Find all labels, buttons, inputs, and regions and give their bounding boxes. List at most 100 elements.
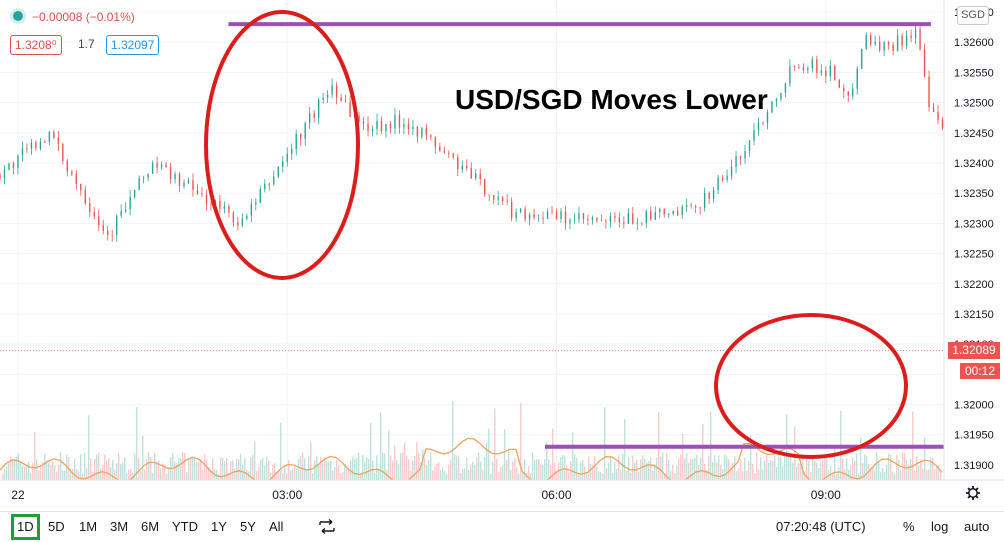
range-5y-button[interactable]: 5Y [240, 519, 256, 534]
candle-body [443, 150, 446, 153]
candle-body [591, 217, 594, 221]
candle-body [282, 161, 284, 167]
range-5d-button[interactable]: 5D [48, 519, 65, 534]
volume-bar [398, 464, 400, 480]
volume-bar [268, 460, 270, 480]
candle-body [349, 101, 351, 117]
volume-bar [434, 466, 436, 480]
volume-bar [822, 460, 824, 480]
volume-bar [578, 472, 580, 480]
candle-body [452, 153, 454, 158]
candle-body [941, 119, 944, 129]
gear-icon[interactable] [966, 486, 980, 500]
volume-bar [288, 459, 290, 480]
volume-bar [284, 465, 286, 480]
volume-bar [254, 441, 256, 480]
volume-bar [392, 460, 394, 480]
volume-bar [402, 452, 404, 480]
candle-body [735, 156, 737, 167]
volume-bar [330, 461, 332, 480]
candle-body [838, 79, 840, 88]
volume-bar [480, 461, 482, 480]
candle-body [165, 164, 167, 168]
candle-body [228, 206, 230, 213]
volume-bar [652, 470, 654, 480]
candle-body [367, 123, 369, 132]
volume-bar [420, 462, 422, 480]
volume-bar [366, 456, 368, 480]
candle-body [407, 124, 410, 130]
candle-body [766, 112, 769, 124]
volume-bar [732, 463, 734, 480]
ask-price-button[interactable]: 1.32097 [106, 35, 160, 55]
volume-bar [344, 463, 346, 480]
price-axis-bg [944, 0, 1004, 480]
log-toggle[interactable]: log [931, 519, 949, 534]
candle-body [398, 115, 401, 128]
volume-bar [478, 452, 480, 480]
candle-body [869, 35, 872, 45]
range-3m-button[interactable]: 3M [110, 519, 129, 534]
candle-body [546, 211, 549, 219]
volume-bar [212, 458, 214, 480]
candle-body [771, 101, 773, 113]
volume-bar [338, 465, 340, 480]
percent-toggle[interactable]: % [903, 519, 915, 534]
volume-bar [104, 454, 106, 480]
volume-bar [798, 462, 800, 480]
candle-body [807, 68, 809, 71]
candle-body [326, 94, 329, 98]
range-1y-button[interactable]: 1Y [211, 519, 227, 534]
volume-bar [46, 460, 48, 480]
annotation-ellipse-peak [204, 10, 360, 280]
volume-bar [588, 456, 590, 480]
volume-bar [206, 458, 208, 480]
volume-bar [878, 461, 880, 480]
candle-body [295, 133, 297, 149]
compare-icon[interactable] [318, 518, 336, 536]
volume-bar [136, 407, 138, 480]
volume-bar [106, 460, 108, 480]
volume-bar [492, 461, 494, 480]
candle-body [142, 177, 145, 179]
volume-bar [436, 463, 438, 480]
range-1d-button[interactable]: 1D [11, 514, 40, 540]
candle-body [138, 178, 140, 191]
range-6m-button[interactable]: 6M [141, 519, 160, 534]
bid-price-button[interactable]: 1.3208⁰ [10, 35, 62, 55]
volume-bar [98, 453, 100, 480]
volume-bar [886, 464, 888, 480]
volume-bar [118, 453, 120, 480]
auto-toggle[interactable]: auto [964, 519, 990, 534]
volume-bar [30, 472, 32, 480]
candle-body [259, 189, 262, 203]
volume-bar [548, 459, 550, 480]
volume-bar [598, 471, 600, 480]
volume-bar [606, 468, 608, 480]
volume-bar [222, 458, 224, 480]
candle-body [730, 166, 733, 176]
currency-label[interactable]: SGD [957, 6, 989, 25]
candle-body [322, 97, 324, 100]
range-ytd-button[interactable]: YTD [172, 519, 198, 534]
volume-bar [572, 432, 574, 480]
volume-bar [202, 469, 204, 480]
candle-body [448, 152, 450, 154]
volume-bar [824, 454, 826, 480]
range-all-button[interactable]: All [269, 519, 284, 534]
candle-body [672, 210, 674, 215]
range-1m-button[interactable]: 1M [79, 519, 98, 534]
utc-time[interactable]: 07:20:48 (UTC) [776, 519, 866, 534]
time-tick-label: 09:00 [811, 488, 841, 502]
volume-bar [166, 473, 168, 480]
candle-body [834, 65, 836, 80]
candle-body [156, 162, 158, 168]
candle-body [564, 211, 567, 224]
candle-body [21, 148, 24, 156]
candle-body [712, 190, 715, 199]
volume-bar [454, 454, 456, 480]
volume-bar [12, 458, 14, 480]
volume-bar [920, 460, 922, 480]
candle-body [663, 209, 665, 215]
volume-bar [476, 457, 478, 480]
